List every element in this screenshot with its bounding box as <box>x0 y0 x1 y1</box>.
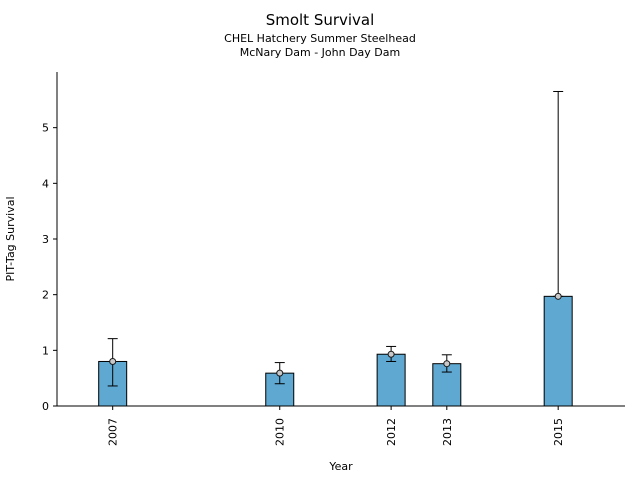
x-axis-label: Year <box>328 460 353 473</box>
x-tick-label-2013: 2013 <box>441 418 454 446</box>
chart-subtitle-line2: McNary Dam - John Day Dam <box>240 46 400 59</box>
x-tick-label-2015: 2015 <box>552 418 565 446</box>
chart-title: Smolt Survival <box>266 11 375 29</box>
y-tick-label-4: 4 <box>42 177 49 190</box>
bar-2012 <box>376 353 406 407</box>
point-marker-2012 <box>387 350 395 358</box>
y-tick-label-0: 0 <box>42 400 49 413</box>
y-tick-label-2: 2 <box>42 289 49 302</box>
plot-area: 0 1 2 3 4 5 2007 2010 2012 2013 2015 <box>42 72 625 446</box>
y-axis-label: PIT-Tag Survival <box>4 196 17 281</box>
x-tick-label-2012: 2012 <box>385 418 398 446</box>
chart-subtitle-line1: CHEL Hatchery Summer Steelhead <box>224 32 416 45</box>
point-marker-2015 <box>554 292 562 300</box>
bar-2015 <box>543 295 573 407</box>
y-tick-label-5: 5 <box>42 122 49 135</box>
point-marker-2007 <box>109 357 117 365</box>
point-marker-2010 <box>276 369 284 377</box>
x-tick-label-2010: 2010 <box>274 418 287 446</box>
point-marker-2013 <box>443 360 451 368</box>
y-tick-label-3: 3 <box>42 233 49 246</box>
x-tick-label-2007: 2007 <box>107 418 120 446</box>
y-tick-label-1: 1 <box>42 344 49 357</box>
